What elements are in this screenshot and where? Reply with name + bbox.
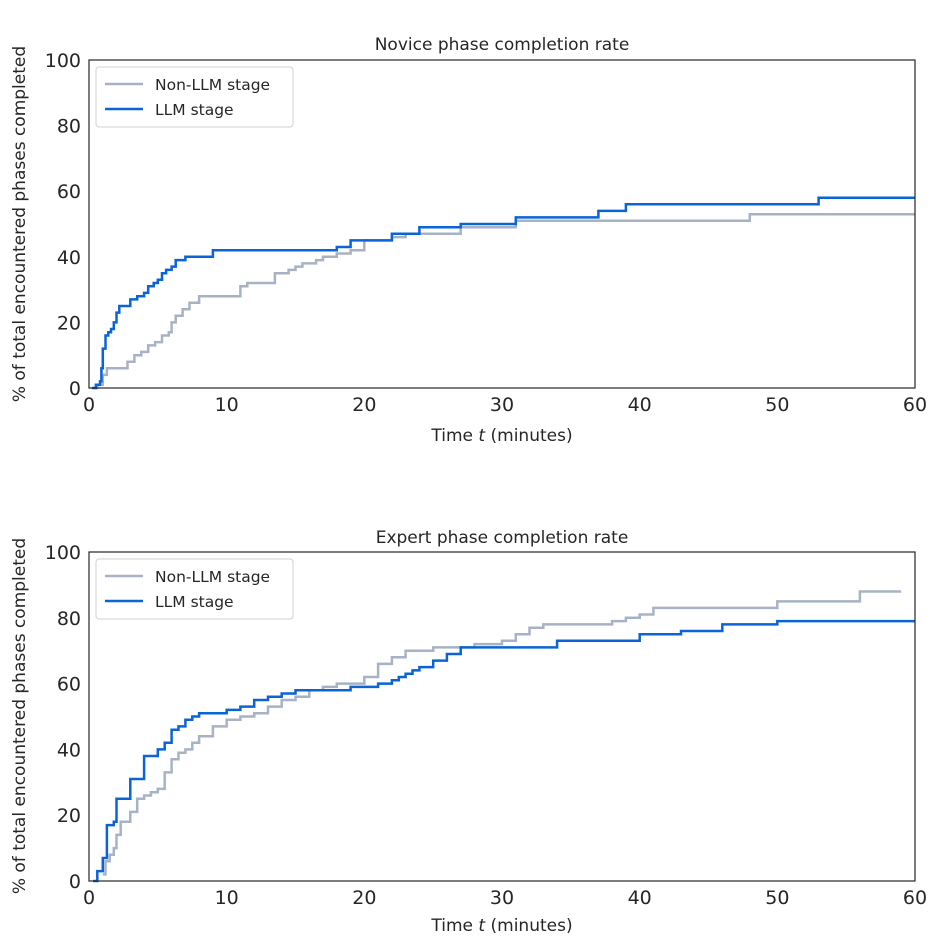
panel-expert: Expert phase completion rate 0 20 40 60 80 10…: [10, 528, 927, 936]
y-tick-label: 20: [57, 805, 81, 827]
legend-label-non-llm: Non-LLM stage: [155, 76, 270, 94]
y-tick-label: 100: [45, 50, 81, 72]
x-tick-labels: 0 10 20 30 40 50 60: [83, 394, 927, 416]
y-axis-label: % of total encountered phases completed: [10, 46, 30, 402]
series-layer: [91, 196, 915, 390]
x-tick-label: 60: [903, 887, 927, 909]
x-tick-labels: 0 10 20 30 40 50 60: [83, 887, 927, 909]
legend: Non-LLM stage LLM stage: [95, 558, 294, 620]
y-tick-label: 60: [57, 674, 81, 696]
x-tick-label: 0: [83, 394, 95, 416]
y-tick-labels: 0 20 40 60 80 100: [45, 542, 81, 893]
x-tick-label: 40: [628, 887, 652, 909]
x-tick-label: 30: [490, 394, 514, 416]
series-line-non-llm: [102, 590, 902, 876]
y-tick-label: 80: [57, 608, 81, 630]
y-tick-labels: 0 20 40 60 80 100: [45, 50, 81, 400]
x-tick-label: 0: [83, 887, 95, 909]
x-tick-label: 10: [215, 394, 239, 416]
x-tick-label: 10: [215, 887, 239, 909]
legend-box: [95, 66, 294, 128]
y-tick-label: 40: [57, 739, 81, 761]
y-tick-label: 0: [69, 378, 81, 400]
y-tick-label: 100: [45, 542, 81, 564]
x-axis-label: Time t (minutes): [430, 916, 572, 936]
y-axis-label: % of total encountered phases completed: [10, 538, 30, 894]
series-line-non-llm: [93, 212, 915, 390]
panel-title: Expert phase completion rate: [376, 528, 629, 548]
x-tick-label: 30: [490, 887, 514, 909]
legend-label-llm: LLM stage: [155, 101, 234, 119]
x-tick-label: 50: [765, 887, 789, 909]
x-axis-label: Time t (minutes): [430, 426, 572, 446]
x-tick-label: 50: [765, 394, 789, 416]
panel-novice: Novice phase completion rate 0 20 40 60 80 10…: [10, 35, 927, 446]
legend-box: [95, 558, 294, 620]
series-line-llm: [91, 196, 915, 390]
legend-label-non-llm: Non-LLM stage: [155, 568, 270, 586]
y-tick-label: 80: [57, 116, 81, 138]
series-line-llm: [93, 619, 915, 883]
y-tick-label: 20: [57, 312, 81, 334]
y-tick-label: 0: [69, 871, 81, 893]
series-layer: [93, 590, 915, 883]
x-tick-label: 20: [352, 394, 376, 416]
y-tick-label: 60: [57, 181, 81, 203]
x-tick-label: 40: [628, 394, 652, 416]
panel-title: Novice phase completion rate: [375, 35, 630, 55]
plot-area-frame: [88, 59, 916, 389]
legend-label-llm: LLM stage: [155, 593, 234, 611]
y-tick-label: 40: [57, 247, 81, 269]
plot-area-frame: [88, 551, 916, 882]
legend: Non-LLM stage LLM stage: [95, 66, 294, 128]
x-tick-label: 20: [352, 887, 376, 909]
x-tick-label: 60: [903, 394, 927, 416]
